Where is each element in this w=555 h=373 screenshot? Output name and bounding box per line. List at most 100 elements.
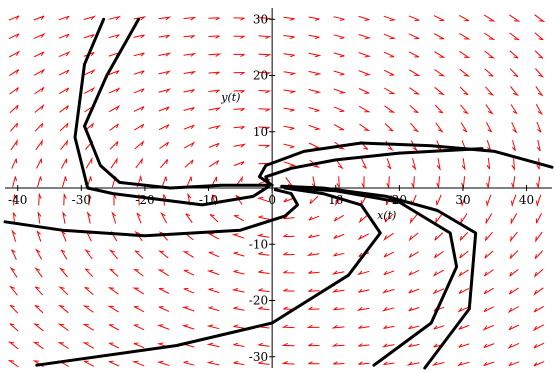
x-axis-title: x(t)	[377, 209, 396, 222]
direction-arrow	[535, 86, 544, 97]
direction-arrow	[34, 86, 45, 95]
direction-arrow	[534, 32, 544, 41]
direction-arrow	[183, 70, 197, 75]
direction-arrow	[384, 123, 394, 132]
y-tick-label: -10	[249, 237, 268, 251]
direction-arrow	[211, 176, 218, 187]
direction-arrow	[108, 249, 118, 260]
trajectory-6	[35, 186, 382, 367]
direction-arrow	[308, 361, 320, 365]
direction-arrow	[86, 211, 92, 224]
direction-arrow	[459, 250, 469, 259]
direction-arrow	[406, 361, 420, 366]
direction-arrow	[157, 269, 169, 277]
direction-arrow	[309, 195, 319, 205]
direction-arrow	[383, 232, 394, 241]
direction-arrow	[158, 287, 170, 294]
direction-arrow	[411, 176, 415, 188]
direction-arrow	[283, 53, 295, 58]
x-tick-label: 20	[392, 193, 407, 207]
direction-arrow	[258, 90, 272, 94]
direction-arrow	[133, 342, 145, 349]
direction-arrow	[536, 139, 541, 152]
direction-arrow	[158, 88, 172, 93]
direction-arrow	[434, 104, 444, 114]
direction-arrow	[485, 194, 492, 208]
direction-arrow	[535, 194, 542, 208]
direction-arrow	[62, 176, 67, 188]
direction-arrow	[507, 306, 520, 314]
direction-arrow	[206, 324, 220, 330]
trajectory-5	[3, 188, 300, 238]
direction-arrow	[483, 306, 495, 313]
direction-arrow	[157, 250, 169, 259]
direction-arrow	[484, 86, 495, 96]
direction-arrow	[409, 105, 419, 114]
direction-arrow	[108, 70, 120, 76]
direction-arrow	[408, 232, 419, 242]
direction-arrow	[533, 287, 544, 296]
direction-arrow	[88, 194, 92, 206]
direction-arrow	[58, 50, 71, 58]
direction-arrow	[8, 285, 18, 296]
direction-arrow	[356, 306, 370, 312]
direction-arrow	[258, 306, 270, 311]
direction-arrow	[33, 32, 46, 39]
direction-arrow	[358, 52, 372, 58]
direction-arrow	[434, 250, 444, 259]
direction-arrow	[534, 50, 544, 59]
direction-arrow	[460, 122, 468, 133]
direction-arrow	[381, 307, 395, 312]
direction-arrow	[485, 213, 493, 225]
direction-arrow	[411, 158, 417, 171]
direction-arrow	[57, 342, 69, 349]
direction-arrow	[12, 212, 17, 224]
direction-arrow	[283, 161, 297, 167]
direction-arrow	[233, 306, 245, 311]
direction-arrow	[510, 213, 518, 225]
direction-arrow	[59, 123, 69, 132]
direction-arrow	[336, 176, 340, 188]
direction-arrow	[509, 269, 519, 277]
direction-arrow	[281, 361, 295, 365]
direction-arrow	[156, 324, 170, 330]
y-tick-label: 30	[253, 12, 268, 26]
direction-arrow	[231, 288, 245, 293]
direction-arrow	[383, 51, 395, 58]
x-tick-label: -30	[72, 193, 91, 207]
direction-arrow	[484, 231, 493, 241]
direction-arrow	[408, 288, 420, 294]
direction-arrow	[484, 32, 496, 40]
direction-arrow	[510, 86, 520, 97]
direction-arrow	[510, 194, 517, 208]
direction-arrow	[533, 342, 545, 349]
direction-arrow	[386, 158, 392, 170]
direction-arrow	[283, 125, 295, 131]
direction-arrow	[432, 269, 445, 277]
direction-arrow	[331, 324, 345, 329]
direction-arrow	[309, 159, 321, 168]
direction-arrow	[258, 17, 272, 21]
direction-arrow	[209, 160, 220, 168]
direction-arrow	[258, 53, 272, 58]
direction-arrow	[60, 249, 68, 260]
direction-arrow	[183, 107, 195, 112]
direction-arrow	[408, 15, 420, 22]
direction-arrow	[484, 68, 494, 77]
direction-arrow	[358, 325, 370, 329]
direction-arrow	[133, 306, 145, 313]
direction-arrow	[333, 106, 345, 113]
direction-arrow	[10, 138, 18, 151]
direction-arrow	[358, 214, 369, 224]
direction-arrow	[206, 269, 220, 276]
direction-arrow	[82, 305, 94, 313]
direction-arrow	[208, 306, 220, 312]
direction-arrow	[408, 269, 420, 276]
direction-arrow	[182, 251, 194, 258]
direction-arrow	[536, 158, 540, 170]
direction-arrow	[384, 213, 394, 223]
direction-arrow	[62, 211, 67, 224]
direction-arrow	[383, 33, 397, 40]
direction-arrow	[32, 323, 44, 332]
direction-arrow	[233, 17, 245, 21]
